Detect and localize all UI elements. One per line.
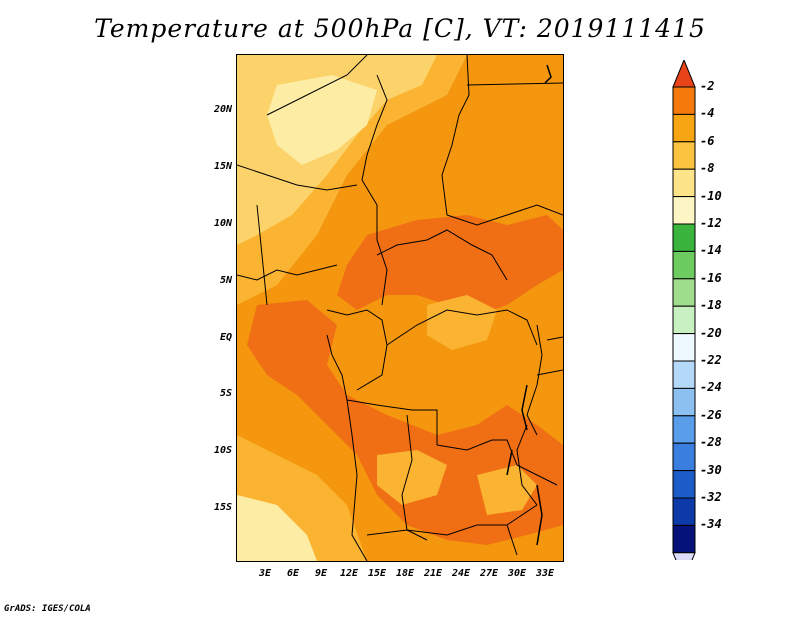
colorbar-label: -8 xyxy=(700,161,715,176)
colorbar-swatch xyxy=(672,305,696,335)
colorbar-label: -20 xyxy=(700,325,722,340)
x-tick-30e: 30E xyxy=(507,568,527,579)
field-pale-yellow-north xyxy=(267,75,377,165)
colorbar-label: -28 xyxy=(700,435,722,450)
colorbar-swatch xyxy=(672,141,696,170)
colorbar-label: -16 xyxy=(700,270,722,285)
y-tick-10s: 10S xyxy=(213,445,232,456)
colorbar-swatch xyxy=(672,113,696,143)
x-tick-27e: 27E xyxy=(479,568,499,579)
x-tick-33e: 33E xyxy=(535,568,555,579)
field-deep-orange-central xyxy=(337,215,563,315)
colorbar-label: -10 xyxy=(700,188,722,203)
colorbar-top-triangle xyxy=(672,60,696,88)
colorbar-label: -12 xyxy=(700,216,722,230)
colorbar-label: -4 xyxy=(700,106,715,121)
colorbar xyxy=(672,60,696,560)
x-tick-18e: 18E xyxy=(395,568,415,579)
colorbar-swatch xyxy=(672,86,696,115)
colorbar-label: -30 xyxy=(700,462,722,477)
colorbar-label: -22 xyxy=(700,353,722,367)
colorbar-label: -6 xyxy=(700,133,715,148)
y-tick-5n: 5N xyxy=(219,275,232,286)
colorbar-swatch xyxy=(672,250,696,280)
credit-label: GrADS: IGES/COLA xyxy=(4,604,91,614)
x-tick-3e: 3E xyxy=(258,568,272,579)
colorbar-swatch xyxy=(672,223,696,252)
x-tick-9e: 9E xyxy=(314,568,328,579)
colorbar-swatch xyxy=(672,524,696,554)
x-tick-21e: 21E xyxy=(423,568,443,579)
colorbar-label: -24 xyxy=(700,380,722,395)
map-frame xyxy=(236,54,564,562)
colorbar-swatch xyxy=(672,470,696,499)
y-tick-15s: 15S xyxy=(213,502,232,513)
y-tick-15n: 15N xyxy=(213,161,232,172)
colorbar-swatch xyxy=(672,360,696,389)
colorbar-swatch xyxy=(672,278,696,307)
colorbar-swatch xyxy=(672,168,696,198)
temperature-map xyxy=(237,55,563,561)
colorbar-label: -14 xyxy=(700,243,722,258)
colorbar-label: -18 xyxy=(700,298,722,313)
colorbar-label: -2 xyxy=(700,79,715,93)
x-tick-12e: 12E xyxy=(339,568,359,579)
colorbar-swatch xyxy=(672,333,696,362)
x-tick-15e: 15E xyxy=(367,568,387,579)
field-light-orange-patch-2 xyxy=(377,450,447,505)
colorbar-swatch xyxy=(672,497,696,526)
colorbar-swatch xyxy=(672,387,696,417)
country-borders xyxy=(237,55,563,561)
y-tick-eq: EQ xyxy=(219,332,232,343)
colorbar-label: -34 xyxy=(700,517,722,532)
colorbar-swatch xyxy=(672,196,696,225)
colorbar-swatch xyxy=(672,415,696,444)
y-tick-10n: 10N xyxy=(213,218,232,229)
field-light-orange-patch-3 xyxy=(477,465,537,515)
chart-title: Temperature at 500hPa [C], VT: 201911141… xyxy=(94,14,706,43)
y-tick-20n: 20N xyxy=(213,104,232,115)
x-tick-6e: 6E xyxy=(286,568,300,579)
y-tick-5s: 5S xyxy=(219,388,232,399)
colorbar-label: -26 xyxy=(700,407,722,422)
x-tick-24e: 24E xyxy=(451,568,471,579)
colorbar-swatch xyxy=(672,442,696,472)
colorbar-label: -32 xyxy=(700,490,722,504)
colorbar-bottom-triangle xyxy=(672,552,696,560)
field-light-orange-patch-1 xyxy=(427,295,497,350)
lakes xyxy=(506,64,552,546)
field-pale-yellow-south xyxy=(237,495,317,561)
